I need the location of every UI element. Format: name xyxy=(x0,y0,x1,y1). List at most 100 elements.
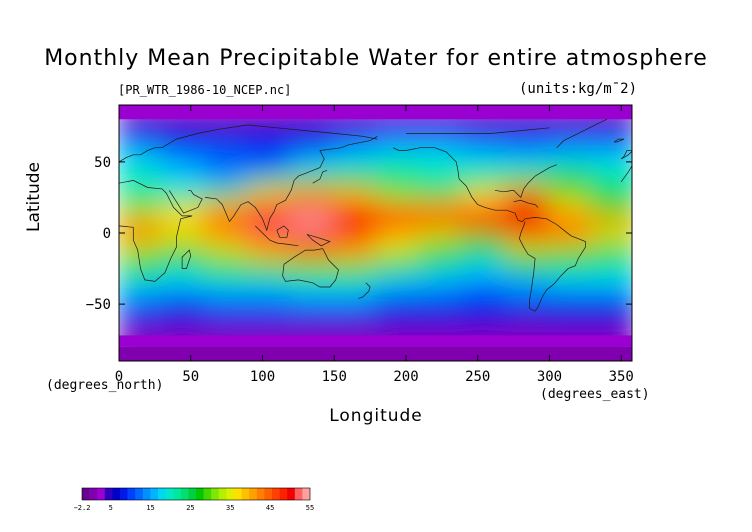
heatmap-cell xyxy=(203,259,251,278)
heatmap-cell xyxy=(418,188,466,207)
heatmap-cell xyxy=(590,131,632,150)
heatmap-cell xyxy=(375,174,423,193)
heatmap-cell xyxy=(461,316,509,335)
colorbar-swatch xyxy=(165,488,174,500)
y-tick-label: 0 xyxy=(103,226,111,242)
heatmap-cell xyxy=(203,287,251,307)
heatmap-cell xyxy=(547,145,595,164)
heatmap-cell xyxy=(461,117,509,136)
heatmap-cell xyxy=(203,188,251,207)
heatmap-cell xyxy=(547,202,595,221)
colorbar-swatch xyxy=(226,488,235,500)
coastline xyxy=(255,225,299,247)
heatmap-cell xyxy=(332,131,380,150)
heatmap-cell xyxy=(375,287,423,307)
heatmap-cell xyxy=(375,188,423,207)
coastline xyxy=(119,180,193,282)
colorbar-swatch xyxy=(218,488,227,500)
heatmap-cell xyxy=(547,316,595,335)
heatmap-cell xyxy=(119,188,165,207)
heatmap-cell xyxy=(332,259,380,278)
heatmap-cell xyxy=(332,231,380,250)
colorbar-swatch xyxy=(127,488,136,500)
heatmap-cell xyxy=(547,287,595,307)
heatmap-cell xyxy=(246,273,294,292)
heatmap-cell xyxy=(590,145,632,164)
x-axis-unit-label: (degrees_east) xyxy=(540,387,650,402)
x-tick-label: 300 xyxy=(537,369,562,385)
heatmap-cell xyxy=(289,316,337,335)
heatmap-cell xyxy=(203,216,251,235)
heatmap-cell xyxy=(547,159,595,179)
axes: 0 50 100 150 200 250 300 350 50 0 −50 xyxy=(86,105,634,385)
heatmap-cell xyxy=(289,117,337,136)
heatmap-cell xyxy=(590,316,632,335)
y-tick-label: −50 xyxy=(86,297,111,313)
heatmap-cell xyxy=(418,131,466,150)
heatmap-cell xyxy=(160,159,208,179)
heatmap-cell xyxy=(203,174,251,193)
heatmap-cell xyxy=(547,302,595,321)
colorbar-swatch xyxy=(120,488,128,500)
heatmap-cell xyxy=(246,216,294,235)
heatmap-cell xyxy=(418,231,466,250)
heatmap-cell xyxy=(119,231,165,250)
heatmap-cell xyxy=(590,245,632,264)
heatmap-cell xyxy=(375,145,423,164)
heatmap-cell xyxy=(461,159,509,179)
heatmap-cell xyxy=(160,273,208,292)
heatmap-cell xyxy=(375,117,423,136)
colorbar-swatch xyxy=(294,488,303,500)
heatmap-cell xyxy=(119,216,165,235)
heatmap-cell xyxy=(590,188,632,207)
coastline xyxy=(276,225,289,238)
heatmap-cell xyxy=(203,316,251,335)
heatmap-cell xyxy=(203,159,251,179)
colorbar-swatch xyxy=(188,488,197,500)
heatmap-cell xyxy=(375,231,423,250)
x-tick-label: 50 xyxy=(182,369,199,385)
colorbar-swatch xyxy=(302,488,311,500)
colorbar-swatch xyxy=(249,488,258,500)
dataset-filename: [PR_WTR_1986-10_NCEP.nc] xyxy=(118,83,292,97)
heatmap-cell xyxy=(246,245,294,264)
heatmap-cell xyxy=(332,216,380,235)
coastline xyxy=(620,150,632,160)
heatmap-cell xyxy=(590,174,632,193)
heatmap-cell xyxy=(504,259,552,278)
heatmap-cell xyxy=(590,202,632,221)
colorbar-swatch xyxy=(97,488,106,500)
heatmap-cell xyxy=(547,188,595,207)
heatmap-cell xyxy=(332,188,380,207)
heatmap-cell xyxy=(160,231,208,250)
heatmap-cell xyxy=(375,202,423,221)
heatmap-cell xyxy=(246,159,294,179)
heatmap-cell xyxy=(160,302,208,321)
heatmap-cell xyxy=(332,245,380,264)
colorbar-swatch xyxy=(203,488,212,500)
heatmap-cell xyxy=(504,316,552,335)
coastline xyxy=(613,138,625,143)
heatmap-cell xyxy=(375,273,423,292)
heatmap-cell xyxy=(203,231,251,250)
heatmap-cell xyxy=(461,259,509,278)
colorbar-frame xyxy=(81,487,311,501)
heatmap-cell xyxy=(375,302,423,321)
heatmap-cell xyxy=(289,245,337,264)
x-axis-label: Longitude xyxy=(329,406,423,426)
coastline xyxy=(406,127,550,134)
heatmap-cell xyxy=(332,174,380,193)
heatmap-cell xyxy=(418,245,466,264)
colorbar-legend: −2.2 5 15 25 35 45 55 xyxy=(74,487,314,512)
colorbar-swatch xyxy=(272,488,280,500)
heatmap-cell xyxy=(332,117,380,136)
x-tick-label: 250 xyxy=(465,369,490,385)
colorbar-swatch xyxy=(287,488,296,500)
heatmap-cell xyxy=(119,202,165,221)
heatmap-cell xyxy=(246,202,294,221)
heatmap-cell xyxy=(375,259,423,278)
colorbar-swatch xyxy=(82,488,90,500)
heatmap-cell xyxy=(461,231,509,250)
colorbar-swatch xyxy=(256,488,265,500)
heatmap-cell xyxy=(160,202,208,221)
